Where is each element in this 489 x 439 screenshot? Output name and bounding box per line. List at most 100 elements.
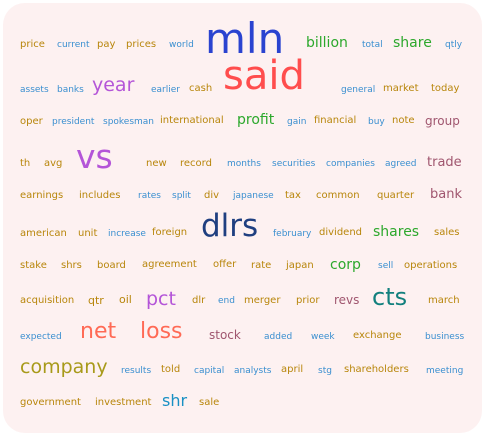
cloud-word-expected: expected	[20, 332, 62, 342]
cloud-word-mln: mln	[205, 14, 285, 63]
cloud-word-oper: oper	[20, 116, 43, 127]
cloud-word-months: months	[227, 159, 261, 169]
cloud-word-week: week	[311, 332, 335, 342]
cloud-word-companies: companies	[326, 159, 375, 169]
cloud-word-international: international	[160, 115, 224, 126]
cloud-word-quarter: quarter	[377, 190, 415, 201]
cloud-word-merger: merger	[244, 295, 281, 306]
cloud-word-avg: avg	[44, 158, 63, 169]
cloud-word-results: results	[121, 366, 152, 376]
cloud-word-said: said	[223, 53, 305, 99]
cloud-word-president: president	[52, 117, 95, 127]
cloud-word-foreign: foreign	[152, 227, 188, 238]
cloud-word-dlrs: dlrs	[201, 208, 259, 244]
cloud-word-earlier: earlier	[151, 85, 180, 95]
cloud-word-agreement: agreement	[142, 259, 197, 270]
cloud-word-unit: unit	[78, 228, 98, 239]
cloud-word-profit: profit	[237, 112, 275, 128]
cloud-word-operations: operations	[404, 260, 458, 271]
cloud-word-vs: vs	[76, 137, 113, 176]
cloud-word-japan: japan	[286, 260, 314, 271]
cloud-word-qtly: qtly	[445, 40, 463, 50]
cloud-word-american: american	[20, 228, 67, 239]
cloud-word-securities: securities	[272, 159, 316, 169]
cloud-word-rates: rates	[138, 191, 161, 201]
cloud-word-financial: financial	[314, 115, 357, 126]
cloud-word-total: total	[362, 40, 383, 50]
cloud-word-prior: prior	[296, 295, 320, 306]
cloud-word-exchange: exchange	[353, 330, 402, 341]
cloud-word-year: year	[92, 74, 135, 96]
cloud-word-earnings: earnings	[20, 190, 64, 201]
cloud-word-stake: stake	[20, 260, 47, 271]
cloud-word-dividend: dividend	[319, 227, 363, 238]
cloud-word-rate: rate	[251, 260, 272, 271]
cloud-word-tax: tax	[285, 190, 301, 201]
cloud-word-capital: capital	[194, 366, 225, 376]
cloud-word-analysts: analysts	[234, 366, 272, 376]
cloud-word-shr: shr	[162, 391, 188, 410]
cloud-word-cts: cts	[372, 283, 408, 311]
cloud-word-trade: trade	[427, 155, 462, 170]
cloud-word-record: record	[180, 158, 212, 169]
cloud-word-sale: sale	[199, 397, 220, 408]
cloud-word-net: net	[80, 319, 117, 344]
cloud-word-pct: pct	[146, 288, 176, 310]
cloud-word-stg: stg	[318, 366, 332, 376]
cloud-word-split: split	[172, 191, 191, 201]
cloud-word-share: share	[393, 35, 432, 51]
cloud-word-government: government	[20, 397, 81, 408]
cloud-word-new: new	[146, 158, 167, 169]
cloud-word-investment: investment	[95, 397, 152, 408]
cloud-word-general: general	[341, 85, 376, 95]
cloud-word-oil: oil	[119, 293, 132, 306]
cloud-word-business: business	[425, 332, 465, 342]
cloud-word-meeting: meeting	[426, 366, 464, 376]
cloud-word-shares: shares	[373, 224, 420, 240]
cloud-word-company: company	[20, 356, 108, 378]
cloud-word-bank: bank	[430, 187, 462, 202]
cloud-word-loss: loss	[140, 319, 183, 344]
cloud-word-board: board	[97, 260, 126, 271]
cloud-word-offer: offer	[213, 259, 237, 270]
cloud-word-common: common	[316, 190, 360, 201]
cloud-word-world: world	[169, 40, 194, 50]
cloud-word-price: price	[20, 39, 45, 50]
cloud-word-pay: pay	[97, 39, 116, 50]
cloud-word-agreed: agreed	[385, 159, 417, 169]
cloud-word-note: note	[392, 115, 415, 126]
cloud-word-japanese: japanese	[233, 191, 274, 201]
cloud-word-assets: assets	[20, 85, 49, 95]
cloud-word-group: group	[425, 114, 460, 128]
cloud-word-market: market	[383, 83, 419, 94]
cloud-word-shrs: shrs	[61, 260, 82, 271]
cloud-word-april: april	[281, 364, 304, 375]
cloud-word-february: february	[273, 229, 312, 239]
cloud-word-revs: revs	[334, 293, 360, 307]
cloud-word-billion: billion	[306, 35, 348, 51]
cloud-word-div: div	[204, 190, 220, 201]
cloud-word-sell: sell	[378, 261, 394, 271]
cloud-word-buy: buy	[368, 117, 385, 127]
cloud-word-qtr: qtr	[88, 294, 104, 307]
word-cloud-panel	[3, 3, 482, 433]
cloud-word-stock: stock	[209, 328, 241, 342]
cloud-word-shareholders: shareholders	[344, 364, 409, 375]
cloud-word-cash: cash	[189, 83, 213, 94]
cloud-word-acquisition: acquisition	[20, 295, 75, 306]
cloud-word-dlr: dlr	[192, 295, 206, 306]
cloud-word-march: march	[428, 295, 460, 306]
cloud-word-spokesman: spokesman	[103, 117, 155, 127]
cloud-word-sales: sales	[434, 227, 460, 238]
cloud-word-end: end	[218, 296, 235, 306]
cloud-word-increase: increase	[108, 229, 146, 239]
cloud-word-th: th	[20, 158, 31, 169]
cloud-word-banks: banks	[57, 85, 84, 95]
cloud-word-added: added	[264, 332, 293, 342]
cloud-word-gain: gain	[287, 117, 307, 127]
cloud-word-told: told	[161, 364, 181, 375]
cloud-word-prices: prices	[126, 39, 157, 50]
cloud-word-corp: corp	[330, 257, 361, 273]
cloud-word-includes: includes	[79, 190, 121, 201]
cloud-word-today: today	[431, 83, 460, 94]
